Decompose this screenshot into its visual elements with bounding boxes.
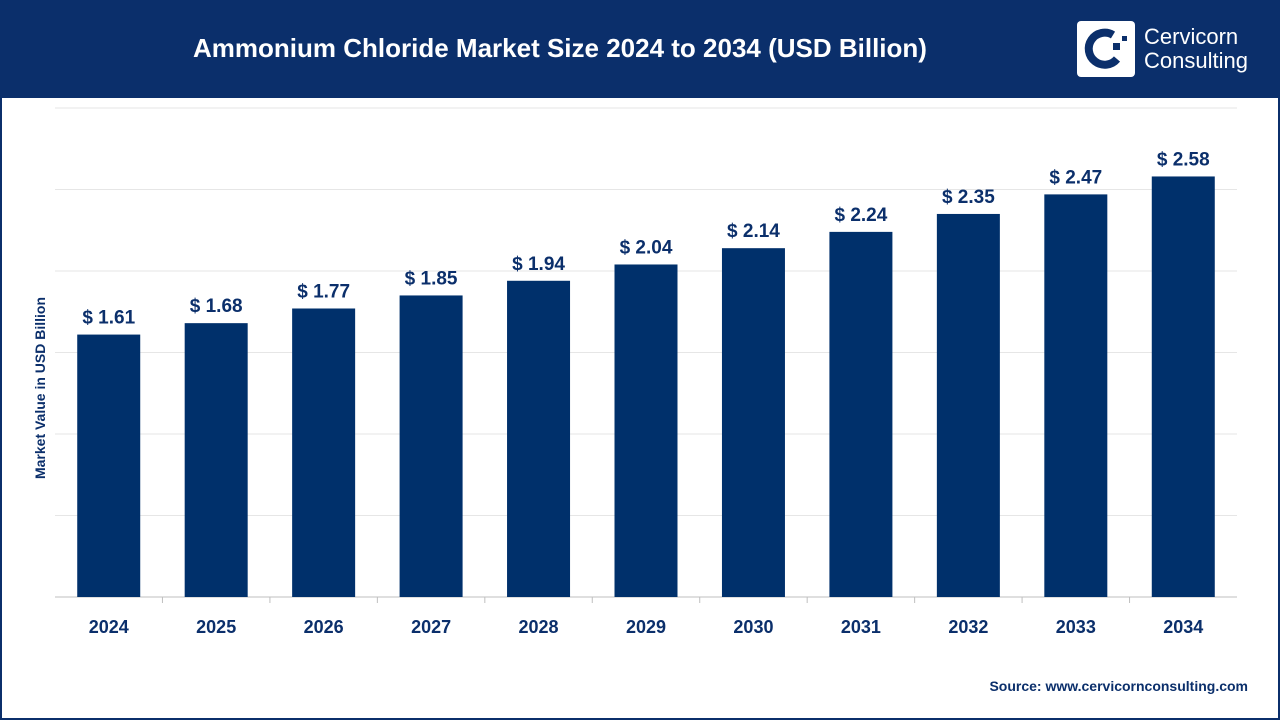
data-label: $ 2.24 xyxy=(834,205,887,226)
bar xyxy=(936,213,1000,597)
data-label: $ 2.14 xyxy=(727,221,780,242)
data-label: $ 2.58 xyxy=(1157,149,1210,170)
x-tick-label: 2032 xyxy=(948,617,988,637)
data-label: $ 1.85 xyxy=(405,268,458,289)
data-label: $ 2.35 xyxy=(942,187,995,208)
bar xyxy=(829,231,893,597)
cervicorn-logo-icon xyxy=(1077,21,1135,77)
chart-title: Ammonium Chloride Market Size 2024 to 20… xyxy=(193,33,927,63)
source-text: Source: www.cervicornconsulting.com xyxy=(989,678,1248,694)
logo-text: Cervicorn Consulting xyxy=(1144,25,1248,73)
x-tick-label: 2025 xyxy=(196,617,236,637)
x-tick-label: 2024 xyxy=(89,617,129,637)
data-label: $ 2.47 xyxy=(1049,167,1102,188)
data-label: $ 1.94 xyxy=(512,254,565,275)
bar xyxy=(1044,194,1108,597)
bar xyxy=(292,308,356,597)
bar xyxy=(399,295,463,597)
bar xyxy=(1151,176,1215,597)
data-label: $ 2.04 xyxy=(620,237,673,258)
logo-line1: Cervicorn xyxy=(1144,24,1239,49)
data-label: $ 1.68 xyxy=(190,296,243,317)
data-label: $ 1.61 xyxy=(82,308,135,329)
logo-line2: Consulting xyxy=(1144,48,1248,73)
x-tick-label: 2030 xyxy=(733,617,773,637)
x-tick-label: 2026 xyxy=(304,617,344,637)
x-tick-label: 2034 xyxy=(1163,617,1203,637)
x-tick-label: 2027 xyxy=(411,617,451,637)
bar xyxy=(721,248,785,597)
x-tick-label: 2028 xyxy=(519,617,559,637)
x-tick-label: 2029 xyxy=(626,617,666,637)
bar xyxy=(77,334,141,597)
bar xyxy=(507,280,571,597)
bar xyxy=(184,323,248,597)
x-tick-label: 2033 xyxy=(1056,617,1096,637)
data-label: $ 1.77 xyxy=(297,281,350,302)
x-tick-label: 2031 xyxy=(841,617,881,637)
y-axis-label: Market Value in USD Billion xyxy=(32,296,48,480)
header-banner: Ammonium Chloride Market Size 2024 to 20… xyxy=(0,0,1280,98)
bar xyxy=(614,264,678,597)
